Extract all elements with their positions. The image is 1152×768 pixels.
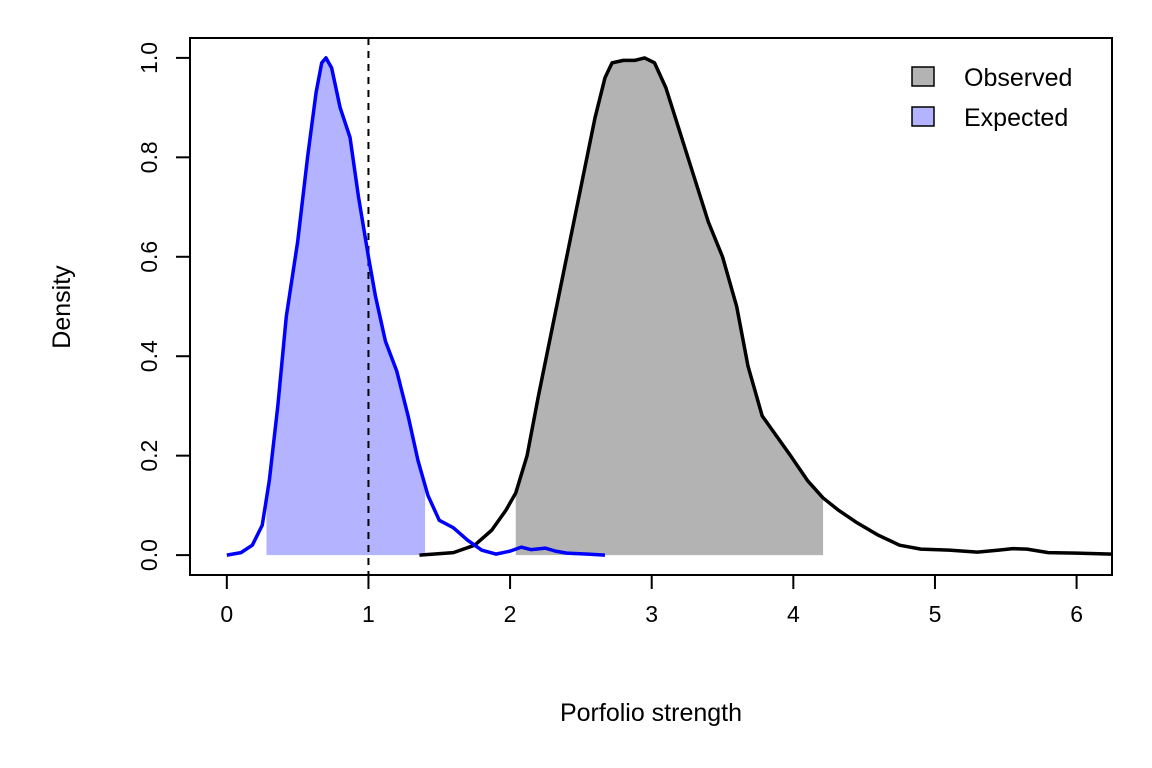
curve-observed [419,56,1113,557]
curve-expected [226,56,606,557]
x-tick-label: 3 [645,601,658,627]
lines-layer [226,38,1113,575]
legend-label-expected: Expected [964,104,1068,132]
x-tick-label: 6 [1070,601,1083,627]
y-tick-label: 0.0 [136,539,162,571]
x-tick-label: 4 [787,601,800,627]
y-tick-label: 0.8 [136,141,162,173]
x-tick-label: 1 [362,601,375,627]
legend-label-observed: Observed [964,64,1072,92]
legend-swatch-expected [911,106,935,127]
axes-layer: 0 1 2 3 4 5 6 0.0 0.2 0.4 0.6 0.8 1.0 [136,37,1113,627]
x-tick-label: 5 [929,601,942,627]
x-tick-label: 2 [504,601,517,627]
legend-swatch-observed [911,66,935,87]
y-axis-label: Density [48,265,76,349]
y-tick-label: 0.2 [136,440,162,472]
x-tick-label: 0 [220,601,233,627]
y-tick-label: 0.6 [136,241,162,273]
y-tick-label: 0.4 [136,340,162,372]
x-axis-label: Porfolio strength [560,699,742,727]
fill-observed [515,57,824,556]
legend: Observed Expected [911,64,1072,132]
y-tick-label: 1.0 [136,42,162,74]
fill-expected [266,57,426,556]
